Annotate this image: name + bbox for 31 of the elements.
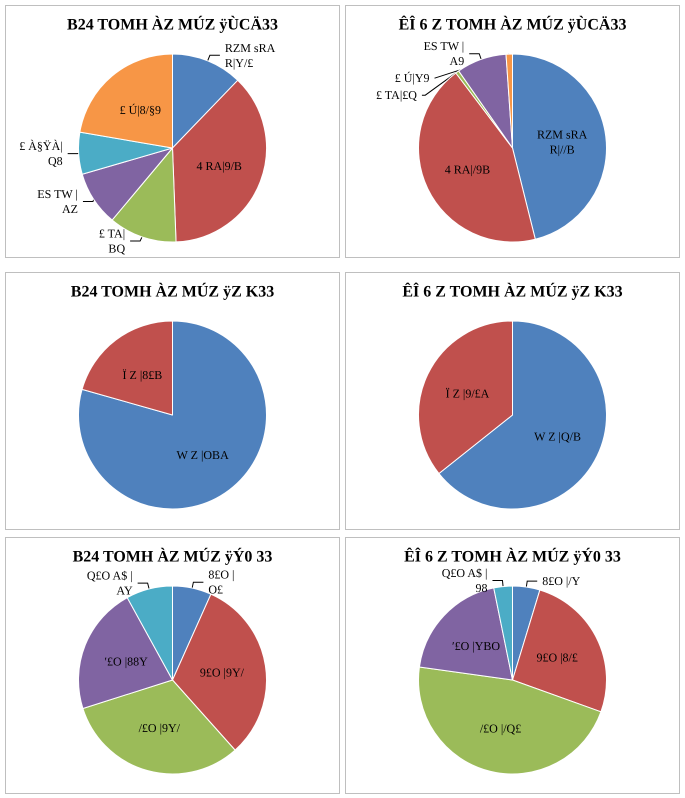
chart-title: B24 TOMH ÀZ MÚZ ÿÝ0 33	[72, 548, 272, 566]
slice-label: /£O |9Y/	[138, 721, 181, 736]
slice-label: £ TA|£Q	[376, 88, 418, 102]
chart-title: ÊÎ 6 Z TOMH ÀZ MÚZ ÿÙCÄ33	[398, 16, 626, 34]
slice-label: £ À§ŸÀ| Q8	[19, 139, 63, 168]
chart-title: ÊÎ 6 Z TOMH ÀZ MÚZ ÿÝ0 33	[404, 548, 621, 566]
chart-title: B24 TOMH ÀZ MÚZ ÿÙCÄ33	[67, 16, 278, 34]
slice-label: ES TW | A9	[424, 39, 464, 68]
chart-title: ÊÎ 6 Z TOMH ÀZ MÚZ ÿZ K33	[402, 282, 623, 300]
slice-label: ʹ£O |88Y	[104, 654, 148, 668]
slice-label: ʹ£O |YBO	[452, 638, 500, 653]
slice-label: 4 RA|/9B	[444, 162, 490, 177]
chart-title: B24 TOMH ÀZ MÚZ ÿZ K33	[70, 282, 274, 300]
slice-label: Q£O A$ | AY	[86, 568, 133, 598]
slice-label: 9£O |8/£	[536, 650, 578, 665]
slice-label: 8£O | O£	[208, 568, 234, 597]
slice-label: 4 RA|9/B	[196, 158, 242, 173]
slice-label: £ Ú|8/§9	[120, 102, 161, 117]
slice-label: Ï Z |8£B	[122, 368, 162, 382]
slice-label: ES TW | AZ	[37, 187, 78, 216]
slice-label: /£O |/Q£	[480, 722, 522, 736]
slice-label: W Z |OBA	[176, 448, 230, 462]
slice-label: RZM sRA R|//B	[536, 127, 588, 156]
slice-label: W Z |Q/B	[534, 430, 581, 444]
slice-label: £ TA| BQ	[98, 226, 126, 256]
slice-label: 8£O |/Y	[542, 574, 581, 588]
slice-label: Q£O A$ | 98	[442, 566, 488, 596]
slice-label: 9£O |9Y/	[200, 665, 245, 680]
slice-label: RZM sRA R|Y/£	[224, 40, 276, 70]
slice-label: £ Ú|Y9	[394, 71, 430, 86]
slice-label: Ï Z |9/£A	[446, 386, 490, 400]
